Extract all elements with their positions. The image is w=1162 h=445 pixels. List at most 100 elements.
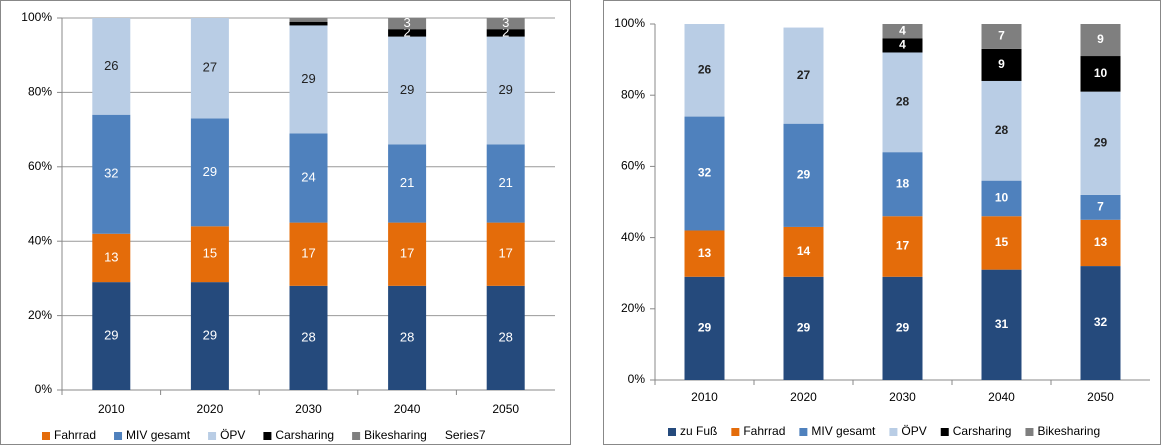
bar-segment [289,222,328,286]
data-label: 9 [998,57,1005,71]
x-tick-label: 2020 [790,390,817,404]
y-tick-label: 60% [28,159,52,173]
bar-segment [388,144,427,223]
legend-marker [731,428,740,436]
data-label: 4 [899,23,906,37]
y-tick-label: 60% [621,159,645,173]
data-label: 3 [403,15,410,30]
x-tick-label: 2050 [492,402,519,416]
data-label: 32 [1094,315,1108,329]
data-label: 28 [301,329,315,344]
data-label: 29 [698,321,712,335]
bar-segment [1080,194,1121,220]
data-label: 3 [502,15,509,30]
y-tick-label: 80% [621,87,645,101]
data-label: 26 [104,58,118,73]
data-label: 32 [104,166,118,181]
legend-label: zu Fuß [680,424,717,438]
data-label: 28 [498,329,512,344]
bar-segment [1080,266,1121,380]
bar-segment [783,27,824,124]
bar-segment [289,21,328,26]
data-label: 10 [995,191,1009,205]
legend-label: ÖPV [220,428,245,442]
data-label: 29 [301,71,315,86]
bar-segment [92,18,131,115]
bar-segment [190,282,229,390]
y-tick-label: 20% [28,308,52,322]
bar-segment [882,24,923,39]
y-tick-label: 0% [628,372,646,386]
data-label: 29 [203,164,217,179]
legend-marker [799,428,808,436]
y-tick-label: 100% [614,16,645,30]
bar-segment [92,282,131,390]
bar-segment [486,18,525,30]
bar-segment [289,133,328,223]
bar-segment [981,216,1022,270]
data-label: 4 [899,38,906,52]
data-label: 29 [896,321,910,335]
data-label: 18 [896,176,910,190]
data-label: 2 [403,24,410,39]
data-label: 29 [498,82,512,97]
bar-segment [92,233,131,283]
legend-label: Fahrrad [743,424,785,438]
bar-segment [981,180,1022,217]
y-tick-label: 40% [28,233,52,247]
data-label: 17 [498,246,512,261]
bar-segment [981,24,1022,49]
data-label: 17 [400,246,414,261]
legend-marker [1025,428,1034,436]
legend-marker [263,432,272,440]
y-tick-label: 0% [35,382,53,396]
bar-segment [388,285,427,390]
bar-segment [882,52,923,153]
data-label: 29 [1094,135,1108,149]
data-label: 7 [1097,200,1104,214]
bar-segment [1080,24,1121,57]
data-label: 15 [203,246,217,261]
data-label: 29 [797,321,811,335]
data-label: 21 [498,175,512,190]
data-label: 9 [1097,32,1104,46]
bar-segment [486,285,525,390]
data-label: 29 [400,82,414,97]
bar-segment [190,226,229,283]
left-chart-frame [0,0,571,445]
legend-label: Carsharing [275,428,334,442]
data-label: 2 [502,24,509,39]
bar-segment [882,276,923,380]
data-label: 28 [896,94,910,108]
data-label: 13 [1094,235,1108,249]
bar-segment [289,25,328,134]
data-label: 27 [203,60,217,75]
data-label: 7 [998,29,1005,43]
bar-segment [92,114,131,234]
legend-marker [889,428,898,436]
bar-segment [388,36,427,145]
legend-label: Carsharing [953,424,1012,438]
bar-segment [486,36,525,145]
x-tick-label: 2040 [394,402,421,416]
data-label: 29 [797,167,811,181]
bar-segment [684,276,725,380]
bar-segment [486,222,525,286]
x-tick-label: 2020 [197,402,224,416]
legend-label: Fahrrad [54,428,96,442]
bar-segment [783,276,824,380]
data-label: 17 [301,246,315,261]
x-tick-label: 2030 [889,390,916,404]
bar-segment [289,285,328,390]
bar-segment [1080,56,1121,92]
bar-segment [684,24,725,117]
data-label: 31 [995,317,1009,331]
bar-segment [981,80,1022,181]
legend-label: Bikesharing [364,428,427,442]
bar-segment [783,226,824,277]
bar-segment [981,269,1022,380]
legend-marker [668,428,676,436]
data-label: 32 [698,166,712,180]
bar-segment [190,118,229,227]
